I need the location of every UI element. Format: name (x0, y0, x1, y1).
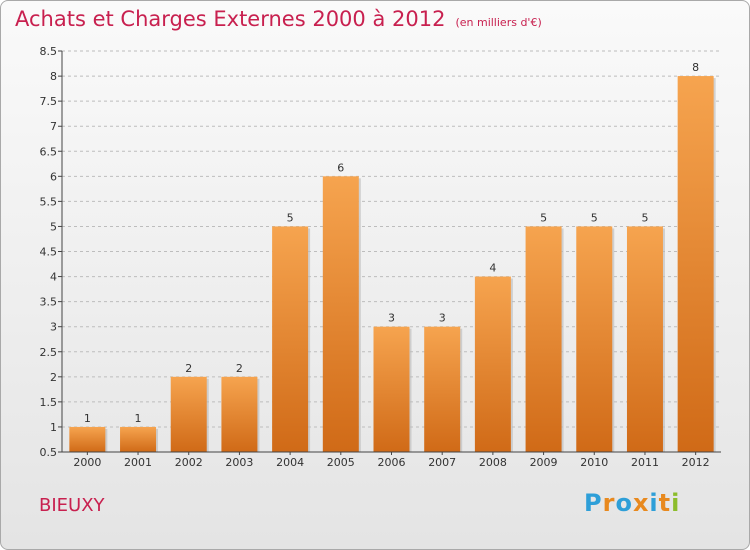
y-tick-label: 4 (50, 271, 57, 284)
bar (626, 226, 663, 452)
data-label: 1 (84, 412, 91, 425)
bar (69, 426, 106, 452)
x-tick-label: 2000 (73, 456, 101, 469)
x-tick-label: 2001 (124, 456, 152, 469)
x-tick-label: 2002 (175, 456, 203, 469)
y-tick-label: 7.5 (40, 95, 58, 108)
data-label: 3 (439, 312, 446, 325)
data-label: 5 (287, 211, 294, 224)
x-tick-label: 2004 (276, 456, 304, 469)
data-label: 4 (489, 262, 496, 275)
logo-letter: i (649, 489, 659, 517)
title-text: Achats et Charges Externes 2000 à 2012 (15, 7, 446, 31)
data-label: 5 (540, 211, 547, 224)
bar (424, 326, 461, 452)
y-tick-label: 6.5 (40, 145, 58, 158)
bar (120, 426, 157, 452)
x-tick-label: 2011 (631, 456, 659, 469)
x-tick-label: 2010 (580, 456, 608, 469)
unit-label: (en milliers d'€) (455, 16, 542, 29)
y-tick-label: 7 (50, 120, 57, 133)
y-tick-label: 5.5 (40, 195, 58, 208)
data-label: 6 (337, 161, 344, 174)
data-labels: 1 1 2 2 5 6 3 3 4 5 5 5 8 (84, 61, 699, 425)
y-tick-label: 3 (50, 321, 57, 334)
x-tick-label: 2007 (428, 456, 456, 469)
bar (677, 76, 714, 452)
bar (170, 376, 207, 452)
y-tick-label: 4.5 (40, 246, 58, 259)
x-tick-label: 2009 (530, 456, 558, 469)
proxiti-logo: Proxiti (584, 489, 680, 517)
y-tick-label: 8.5 (40, 45, 58, 58)
y-tick-label: 1.5 (40, 396, 58, 409)
bar (474, 276, 511, 452)
data-label: 2 (185, 362, 192, 375)
logo-letter: o (615, 489, 633, 517)
y-tick-label: 2 (50, 371, 57, 384)
y-tick-label: 1 (50, 421, 57, 434)
data-label: 5 (641, 211, 648, 224)
y-tick-label: 6 (50, 170, 57, 183)
x-tick-labels: 2000 2001 2002 2003 2004 2005 2006 2007 2008 2009… (73, 456, 709, 469)
y-tick-label: 8 (50, 70, 57, 83)
x-tick-label: 2005 (327, 456, 355, 469)
bar (373, 326, 410, 452)
y-tick-label: 5 (50, 220, 57, 233)
bar (272, 226, 309, 452)
y-tick-labels: 0.5 1 1.5 2 2.5 3 3.5 4 4.5 5 5.5 6 6.5 7 7.5 8 8.5 (40, 45, 58, 459)
logo-letter: t (658, 489, 672, 517)
bar (576, 226, 613, 452)
logo-letter: i (671, 489, 681, 517)
bars (69, 76, 716, 452)
x-tick-label: 2006 (378, 456, 406, 469)
data-label: 2 (236, 362, 243, 375)
x-tick-label: 2003 (225, 456, 253, 469)
y-tick-label: 0.5 (40, 446, 58, 459)
axes (58, 50, 721, 455)
logo-letter: P (584, 489, 603, 517)
data-label: 1 (135, 412, 142, 425)
town-name: BIEUXY (39, 495, 105, 516)
bar (221, 376, 258, 452)
logo-letter: r (602, 489, 616, 517)
chart-title: Achats et Charges Externes 2000 à 2012 (e… (15, 7, 542, 31)
y-tick-label: 2.5 (40, 346, 58, 359)
bar (525, 226, 562, 452)
y-tick-label: 3.5 (40, 296, 58, 309)
data-label: 8 (692, 61, 699, 74)
data-label: 5 (591, 211, 598, 224)
data-label: 3 (388, 312, 395, 325)
x-tick-label: 2008 (479, 456, 507, 469)
x-tick-label: 2012 (682, 456, 710, 469)
bar (322, 176, 359, 452)
logo-letter: x (632, 489, 650, 517)
